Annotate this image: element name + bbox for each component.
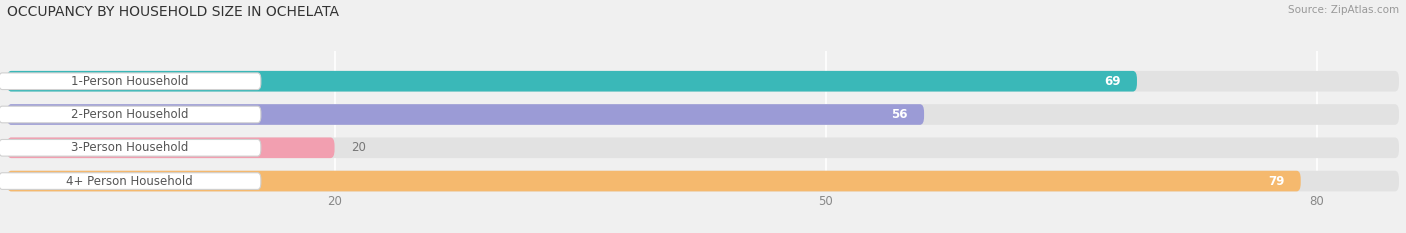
FancyBboxPatch shape (0, 73, 262, 89)
Text: 56: 56 (891, 108, 908, 121)
Text: 2-Person Household: 2-Person Household (72, 108, 188, 121)
Text: 69: 69 (1104, 75, 1121, 88)
Text: 79: 79 (1268, 175, 1284, 188)
FancyBboxPatch shape (7, 171, 1301, 191)
FancyBboxPatch shape (7, 71, 1399, 92)
Text: 1-Person Household: 1-Person Household (72, 75, 188, 88)
FancyBboxPatch shape (7, 137, 1399, 158)
FancyBboxPatch shape (7, 171, 1399, 191)
FancyBboxPatch shape (7, 71, 1137, 92)
Text: 3-Person Household: 3-Person Household (72, 141, 188, 154)
FancyBboxPatch shape (7, 104, 924, 125)
FancyBboxPatch shape (0, 173, 262, 189)
FancyBboxPatch shape (0, 140, 262, 156)
FancyBboxPatch shape (0, 106, 262, 123)
FancyBboxPatch shape (7, 104, 1399, 125)
Text: OCCUPANCY BY HOUSEHOLD SIZE IN OCHELATA: OCCUPANCY BY HOUSEHOLD SIZE IN OCHELATA (7, 5, 339, 19)
Text: 4+ Person Household: 4+ Person Household (66, 175, 193, 188)
Text: 20: 20 (352, 141, 366, 154)
Text: Source: ZipAtlas.com: Source: ZipAtlas.com (1288, 5, 1399, 15)
FancyBboxPatch shape (7, 137, 335, 158)
